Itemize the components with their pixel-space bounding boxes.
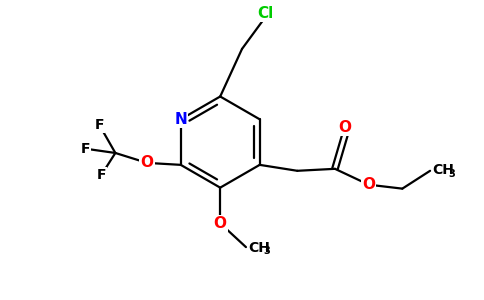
Text: F: F <box>95 118 104 132</box>
Text: N: N <box>174 112 187 127</box>
Text: O: O <box>338 120 351 135</box>
Text: CH: CH <box>432 163 454 177</box>
Text: 3: 3 <box>448 169 454 179</box>
Text: CH: CH <box>248 241 270 255</box>
Text: O: O <box>362 177 375 192</box>
Text: F: F <box>97 168 106 182</box>
Text: O: O <box>140 155 153 170</box>
Text: F: F <box>81 142 91 156</box>
Text: O: O <box>214 216 227 231</box>
Text: 3: 3 <box>264 246 271 256</box>
Text: Cl: Cl <box>257 6 274 21</box>
